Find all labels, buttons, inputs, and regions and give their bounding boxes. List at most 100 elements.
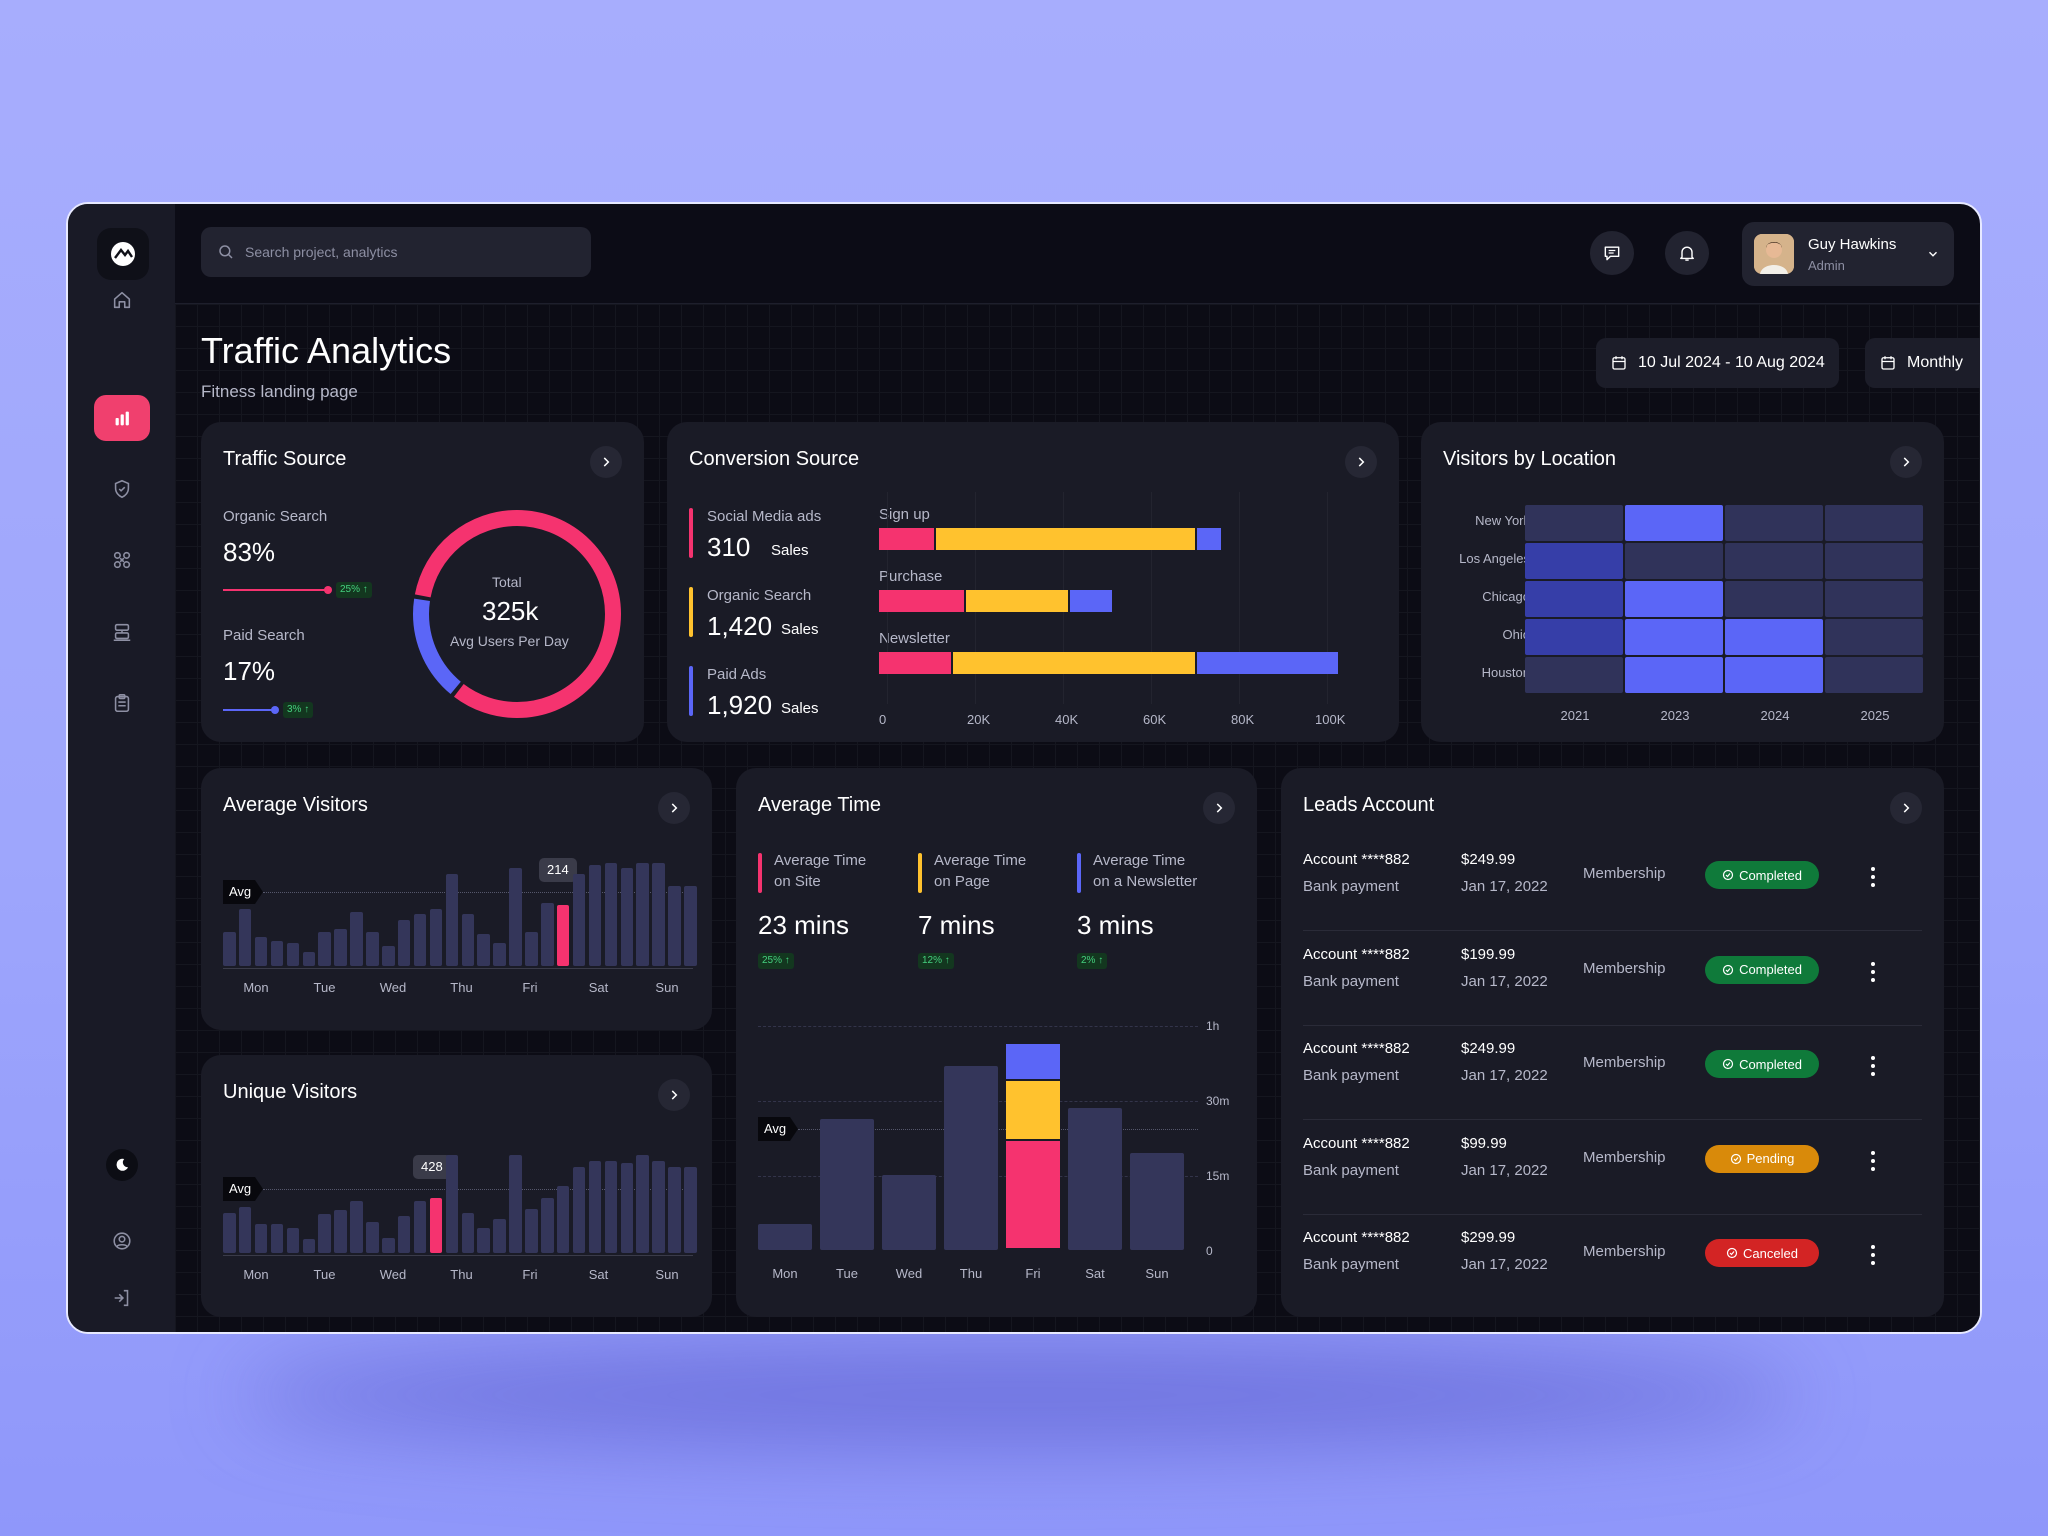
nav-home[interactable] xyxy=(94,277,150,323)
organic-search-badge: 25% ↑ xyxy=(336,582,372,598)
app-window: Search project, analytics Guy Hawkins Ad… xyxy=(66,202,1982,1334)
highlighted-bar xyxy=(429,1197,443,1253)
day-label: Sat xyxy=(588,1267,609,1282)
leads-account-card: Leads Account Account ****882 Bank paymen… xyxy=(1281,768,1944,1317)
day-label: Thu xyxy=(450,980,473,995)
lead-row[interactable]: Account ****882 Bank payment $199.99 Jan 17… xyxy=(1303,932,1922,1026)
lead-row[interactable]: Account ****882 Bank payment $299.99 Jan 17… xyxy=(1303,1215,1922,1309)
bar xyxy=(445,1155,459,1253)
notifications-button[interactable] xyxy=(1665,231,1709,275)
command-icon xyxy=(113,551,131,569)
status-icon xyxy=(1730,1153,1741,1164)
day-label: Mon xyxy=(243,1267,269,1282)
bar xyxy=(366,931,379,966)
calendar-icon xyxy=(1612,356,1626,370)
average-time-chart: Avg 1h 30m 15m 0 Mon Tue Wed Thu Fri Sat Sun xyxy=(758,988,1238,1288)
average-visitors-more-button[interactable] xyxy=(658,792,690,824)
lead-row[interactable]: Account ****882 Bank payment $99.99 Jan 17,… xyxy=(1303,1121,1922,1215)
nav-security[interactable] xyxy=(94,466,150,512)
nav-profile[interactable] xyxy=(94,1218,150,1264)
bar-tooltip: 428 xyxy=(413,1155,451,1179)
bar xyxy=(620,1163,633,1253)
unique-visitors-more-button[interactable] xyxy=(658,1079,690,1111)
nav-integrations[interactable] xyxy=(94,537,150,583)
nav-reports[interactable] xyxy=(94,680,150,726)
day-label: Mon xyxy=(243,980,269,995)
chevron-right-icon xyxy=(1358,457,1365,467)
organic-search-dot xyxy=(324,586,332,594)
lead-method: Bank payment xyxy=(1303,972,1399,990)
chevron-right-icon xyxy=(671,1090,678,1100)
time-site-badge: 25% ↑ xyxy=(758,953,794,969)
more-actions-button[interactable] xyxy=(1863,1243,1883,1267)
average-time-more-button[interactable] xyxy=(1203,792,1235,824)
more-actions-button[interactable] xyxy=(1863,960,1883,984)
traffic-source-more-button[interactable] xyxy=(590,446,622,478)
conversion-source-card: Conversion Source Social Media ads 310 S… xyxy=(667,422,1399,742)
bar-segment xyxy=(966,590,1069,612)
nav-analytics[interactable] xyxy=(94,395,150,441)
status-label: Canceled xyxy=(1743,1245,1798,1261)
grid-line xyxy=(1239,492,1240,704)
chevron-right-icon xyxy=(1903,457,1910,467)
theme-toggle[interactable] xyxy=(94,1142,150,1188)
bar xyxy=(461,914,474,966)
unique-visitors-card: Unique Visitors Avg 428 Mon Tue Wed Thu Fri S… xyxy=(201,1055,712,1317)
lead-date: Jan 17, 2022 xyxy=(1461,1161,1548,1179)
messages-button[interactable] xyxy=(1590,231,1634,275)
heatmap-cell xyxy=(1625,505,1723,541)
lead-row[interactable]: Account ****882 Bank payment $249.99 Jan 17… xyxy=(1303,837,1922,931)
heatmap-cell xyxy=(1825,581,1923,617)
bar xyxy=(684,885,697,966)
lead-method: Bank payment xyxy=(1303,1161,1399,1179)
lead-row[interactable]: Account ****882 Bank payment $249.99 Jan 17… xyxy=(1303,1026,1922,1120)
home-icon xyxy=(113,291,131,309)
nav-logout[interactable] xyxy=(94,1275,150,1321)
leads-more-button[interactable] xyxy=(1890,792,1922,824)
bar xyxy=(541,1197,554,1253)
traffic-source-card: Traffic Source Organic Search 83% 25% ↑ … xyxy=(201,422,644,742)
heatmap-cell xyxy=(1825,657,1923,693)
date-range-picker[interactable]: 10 Jul 2024 - 10 Aug 2024 xyxy=(1596,338,1839,388)
bar xyxy=(1068,1107,1122,1250)
bar-chart-icon xyxy=(115,411,129,426)
period-select[interactable]: Monthly xyxy=(1865,338,1980,388)
paid-search-dot xyxy=(271,706,279,714)
conversion-source-more-button[interactable] xyxy=(1345,446,1377,478)
bar xyxy=(636,1155,649,1253)
day-label: Fri xyxy=(1025,1266,1041,1281)
search-input[interactable]: Search project, analytics xyxy=(201,227,591,277)
user-menu[interactable]: Guy Hawkins Admin xyxy=(1742,222,1954,286)
more-actions-button[interactable] xyxy=(1863,1054,1883,1078)
day-label: Sat xyxy=(588,980,609,995)
heatmap-cell xyxy=(1825,543,1923,579)
bar xyxy=(413,914,427,966)
status-icon xyxy=(1722,1058,1734,1070)
bar xyxy=(223,931,236,966)
lead-amount: $99.99 xyxy=(1461,1134,1507,1152)
social-media-value: 310 xyxy=(707,532,751,562)
bar xyxy=(350,1201,363,1253)
bar xyxy=(286,1227,300,1253)
lead-amount: $299.99 xyxy=(1461,1229,1516,1246)
bar xyxy=(302,952,315,966)
grid-line xyxy=(1151,492,1152,704)
newsletter-label: Newsletter xyxy=(879,630,950,647)
stacked-bar-segment xyxy=(1006,1043,1060,1080)
more-actions-button[interactable] xyxy=(1863,1149,1883,1173)
sidebar xyxy=(68,204,175,1332)
x-tick: 100K xyxy=(1315,712,1346,727)
bar xyxy=(318,1213,331,1253)
social-media-accent xyxy=(689,508,693,558)
more-actions-button[interactable] xyxy=(1863,865,1883,889)
server-icon xyxy=(113,623,131,642)
nav-server[interactable] xyxy=(94,609,150,655)
lead-amount: $199.99 xyxy=(1461,945,1516,963)
status-badge: Completed xyxy=(1705,955,1819,984)
lead-amount: $249.99 xyxy=(1461,1040,1516,1057)
bar xyxy=(652,1161,665,1253)
heatmap-cell xyxy=(1625,657,1723,693)
bar xyxy=(461,1212,474,1253)
time-page-accent xyxy=(918,853,922,893)
visitors-location-more-button[interactable] xyxy=(1890,446,1922,478)
